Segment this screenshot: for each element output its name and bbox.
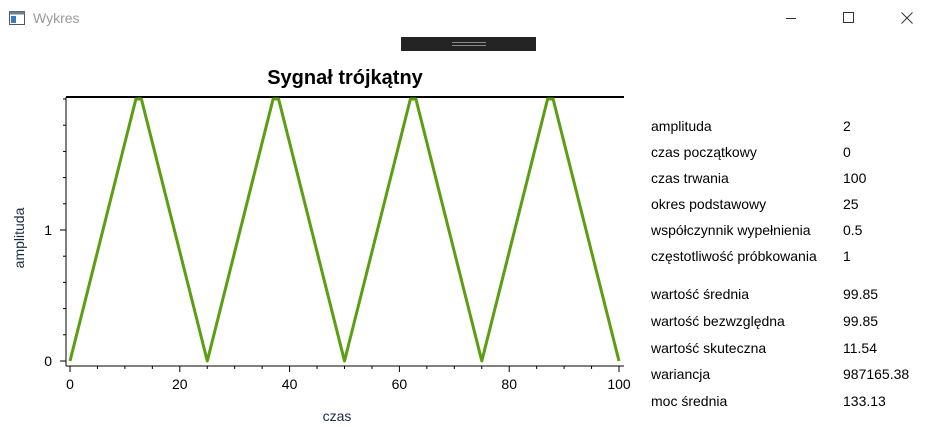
param-row-label: współczynnik wypełnienia	[651, 222, 811, 238]
toolbar-drag-handle[interactable]	[401, 37, 536, 51]
stat-row-label: wartość średnia	[651, 286, 750, 302]
x-tick-label: 0	[66, 376, 74, 392]
chart-area: Sygnał trójkątny 0 20 40 60 80 100 0 1 czas amplit…	[0, 60, 640, 427]
chart-svg: Sygnał trójkątny 0 20 40 60 80 100 0 1 czas amplit…	[11, 67, 631, 424]
param-row-label: czas trwania	[651, 170, 729, 186]
param-row-label: amplituda	[651, 118, 712, 134]
stat-row-value: 11.54	[843, 340, 877, 356]
stat-row-value: 133.13	[843, 393, 886, 409]
minimize-icon	[786, 18, 796, 19]
stat-row-label: wartość bezwzględna	[651, 313, 785, 329]
app-window-icon	[9, 11, 25, 25]
stat-row-label: moc średnia	[651, 393, 728, 409]
param-row-label: okres podstawowy	[651, 196, 767, 212]
param-row-value: 0.5	[843, 222, 863, 238]
close-button[interactable]	[884, 0, 930, 36]
param-row-label: częstotliwość próbkowania	[651, 248, 817, 264]
grip-icon	[451, 42, 486, 46]
x-axis-label: czas	[323, 408, 352, 424]
param-row-label: czas początkowy	[651, 144, 757, 160]
minimize-button[interactable]	[768, 0, 814, 36]
window-title: Wykres	[33, 10, 80, 26]
param-row-value: 100	[843, 170, 867, 186]
x-tick-label: 20	[172, 376, 188, 392]
maximize-icon	[843, 12, 854, 23]
param-row-value: 25	[843, 196, 859, 212]
stat-row-label: wariancja	[651, 366, 711, 382]
close-icon	[901, 12, 913, 24]
stats-panel: amplituda 2 czas początkowy 0 czas trwania 10…	[651, 0, 938, 427]
x-tick-label: 60	[392, 376, 408, 392]
param-row-value: 2	[843, 118, 851, 134]
param-row-value: 1	[843, 248, 851, 264]
stat-row-value: 99.85	[843, 286, 879, 302]
stat-row-label: wartość skuteczna	[651, 340, 767, 356]
x-tick-label: 100	[607, 376, 631, 392]
y-tick-label: 1	[44, 222, 52, 238]
y-axis-label: amplituda	[11, 207, 27, 268]
chart-title: Sygnał trójkątny	[267, 67, 423, 89]
title-bar[interactable]: Wykres	[0, 0, 938, 36]
stat-row-value: 99.85	[843, 313, 879, 329]
y-tick-label: 0	[44, 353, 52, 369]
param-row-value: 0	[843, 144, 851, 160]
x-tick-label: 80	[501, 376, 517, 392]
series-line	[68, 97, 621, 363]
x-tick-label: 40	[282, 376, 298, 392]
maximize-button[interactable]	[826, 0, 872, 36]
stat-row-value: 987165.38	[843, 366, 910, 382]
